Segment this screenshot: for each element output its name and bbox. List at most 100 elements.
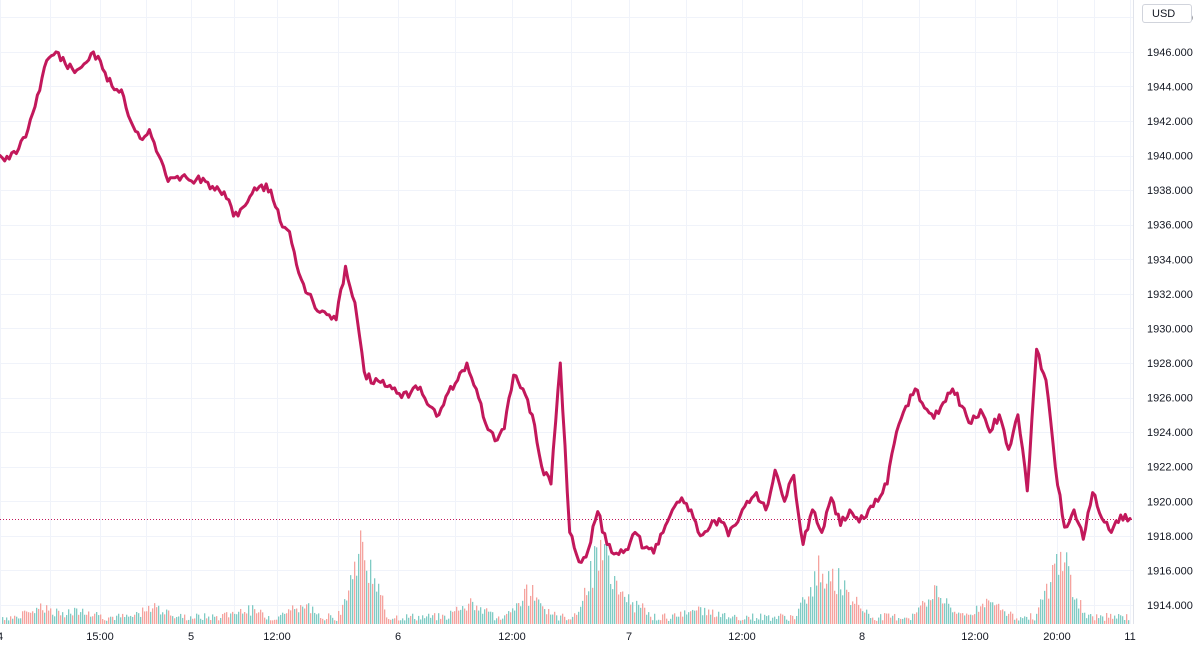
volume-bar <box>448 618 450 624</box>
volume-bar <box>78 614 80 624</box>
volume-bar <box>244 612 246 624</box>
volume-bar <box>1006 615 1008 624</box>
volume-bar <box>670 618 672 624</box>
volume-bar <box>1114 615 1116 624</box>
volume-bar <box>890 617 892 624</box>
volume-bar <box>804 599 806 624</box>
y-tick-label: 1922.000 <box>1147 462 1193 474</box>
volume-bar <box>412 613 414 624</box>
volume-bar <box>226 612 228 624</box>
volume-bar <box>406 614 408 624</box>
volume-bar <box>52 614 54 624</box>
volume-bar <box>318 613 320 624</box>
volume-bar <box>1096 614 1098 624</box>
volume-bar <box>92 616 94 624</box>
volume-bar <box>276 619 278 624</box>
volume-bar <box>898 618 900 624</box>
volume-bar <box>552 614 554 624</box>
time-axis[interactable]: 4 15:00 5 12:00 6 12:00 7 12:00 8 12:00 20:00 11 <box>0 631 1136 643</box>
volume-bar <box>424 618 426 624</box>
volume-bar <box>172 616 174 624</box>
volume-bar <box>894 613 896 624</box>
volume-bar <box>746 615 748 624</box>
volume-bar <box>758 619 760 624</box>
volume-bar <box>790 615 792 624</box>
volume-bar <box>586 595 588 624</box>
volume-bar <box>1052 565 1054 624</box>
volume-bar <box>510 612 512 624</box>
volume-bar <box>562 613 564 624</box>
volume-bar <box>1106 613 1108 624</box>
volume-bar <box>502 618 504 624</box>
volume-bar <box>152 608 154 624</box>
volume-bar <box>986 598 988 624</box>
volume-bar <box>358 553 360 624</box>
volume-bar <box>996 604 998 624</box>
volume-bar <box>344 599 346 624</box>
volume-bar <box>546 614 548 624</box>
volume-bar <box>80 612 82 624</box>
volume-bar <box>908 618 910 624</box>
volume-bar <box>200 618 202 624</box>
volume-bar <box>1078 608 1080 624</box>
volume-bar <box>1092 616 1094 624</box>
volume-bar <box>936 585 938 624</box>
volume-bar <box>176 616 178 624</box>
volume-bar <box>950 607 952 624</box>
volume-bar <box>678 616 680 624</box>
volume-bar <box>738 620 740 624</box>
volume-bar <box>356 575 358 624</box>
volume-bar <box>1124 620 1126 624</box>
volume-bar <box>280 614 282 624</box>
volume-bar <box>26 611 28 624</box>
volume-bar <box>432 615 434 624</box>
volume-bar <box>900 618 902 624</box>
currency-badge[interactable]: USD <box>1142 4 1192 23</box>
volume-bar <box>182 617 184 624</box>
volume-bar <box>882 620 884 624</box>
volume-bar <box>868 613 870 624</box>
volume-bar <box>1058 574 1060 624</box>
volume-bar <box>1128 620 1130 624</box>
volume-bar <box>34 613 36 624</box>
volume-bar <box>814 571 816 624</box>
volume-bar <box>48 610 50 624</box>
price-axis[interactable]: 1948.0001946.0001944.0001942.0001940.000… <box>1147 12 1193 612</box>
volume-bar <box>750 619 752 624</box>
volume-bar <box>512 608 514 624</box>
volume-bar <box>490 611 492 624</box>
volume-bar <box>1060 551 1062 624</box>
volume-bar <box>650 616 652 624</box>
volume-bar <box>584 587 586 624</box>
volume-bar <box>8 620 10 624</box>
volume-bar <box>634 612 636 624</box>
volume-bar <box>260 609 262 624</box>
volume-bar <box>94 613 96 624</box>
volume-bar <box>86 614 88 624</box>
volume-bar <box>818 555 820 624</box>
volume-bar <box>860 608 862 624</box>
volume-bar <box>938 597 940 624</box>
y-tick-label: 1932.000 <box>1147 289 1193 301</box>
volume-bar <box>554 611 556 624</box>
volume-bar <box>1024 616 1026 624</box>
volume-bar <box>684 610 686 624</box>
volume-bar <box>382 595 384 624</box>
volume-bar <box>498 616 500 624</box>
volume-bar <box>984 607 986 624</box>
volume-bar <box>1090 614 1092 624</box>
volume-bar <box>58 610 60 624</box>
volume-bar <box>1076 598 1078 624</box>
volume-bar <box>6 617 8 624</box>
volume-bar <box>242 613 244 624</box>
volume-bar <box>370 559 372 624</box>
volume-bar <box>496 618 498 624</box>
volume-bar <box>20 618 22 624</box>
volume-bar <box>796 615 798 624</box>
volume-bar <box>878 617 880 624</box>
volume-bar <box>1070 574 1072 624</box>
volume-bar <box>556 615 558 624</box>
volume-bar <box>928 599 930 624</box>
